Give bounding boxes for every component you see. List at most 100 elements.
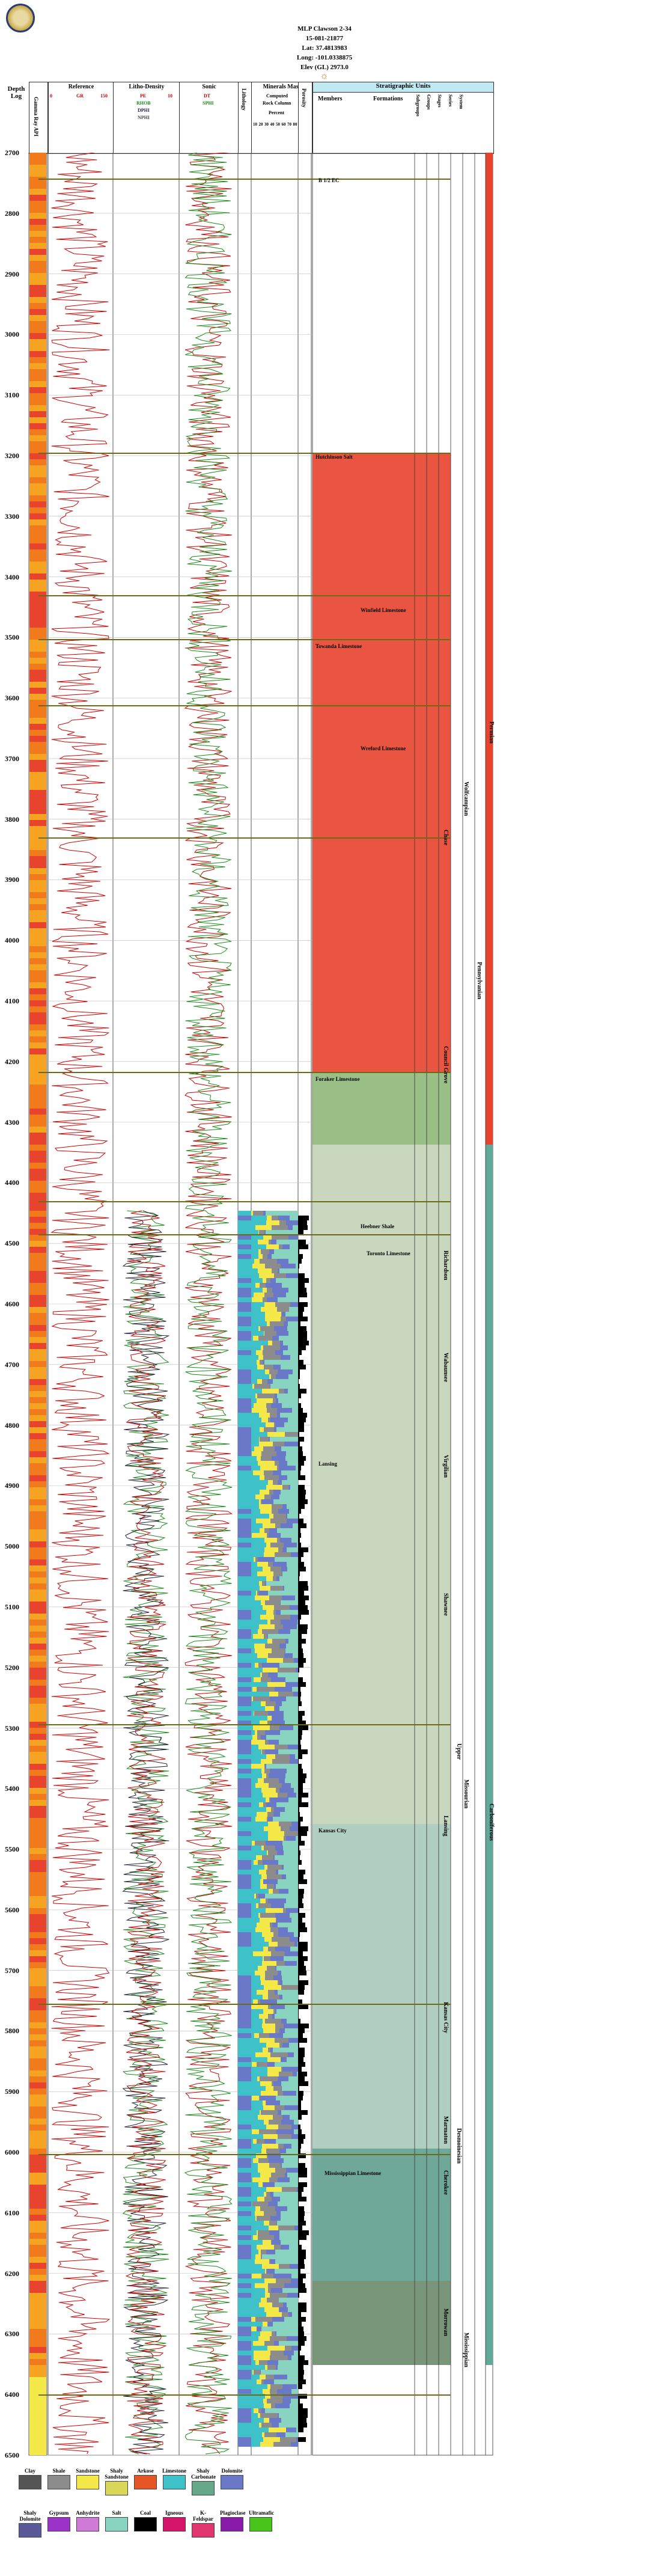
porosity-bar — [298, 1754, 302, 1759]
lithology-band — [238, 1894, 251, 1898]
lithology-band — [238, 1797, 251, 1802]
porosity-bar — [298, 1451, 303, 1456]
mineral-band — [251, 1898, 260, 1903]
gamma-color-bar — [29, 2131, 46, 2137]
sphi-label: SPHI — [203, 100, 214, 106]
lithology-band — [238, 1956, 251, 1961]
porosity-bar — [298, 1225, 308, 1230]
gamma-color-bar — [29, 1668, 46, 1674]
lithology-band — [238, 1749, 251, 1754]
mineral-band — [251, 1254, 258, 1259]
mineral-band — [251, 2365, 265, 2370]
dt-curve — [184, 153, 233, 2455]
gamma-color-bar — [29, 1415, 46, 1421]
porosity-bar — [298, 1562, 304, 1567]
porosity-bar — [298, 1668, 299, 1672]
mineral-band — [251, 1903, 256, 1908]
mineral-band — [266, 2043, 279, 2048]
porosity-bar — [298, 1889, 304, 1894]
mineral-band — [261, 1846, 264, 1850]
mineral-band — [251, 2182, 258, 2187]
mineral-band — [263, 1278, 266, 1283]
mineral-band — [269, 2033, 283, 2038]
porosity-bar — [298, 1495, 305, 1499]
mineral-band — [251, 1894, 254, 1898]
mineral-band — [268, 1711, 284, 1716]
porosity-bar — [298, 1725, 308, 1730]
mineral-band — [256, 1855, 262, 1860]
mineral-band — [251, 1552, 264, 1557]
gamma-color-bar — [29, 2004, 46, 2010]
mineral-band — [251, 2048, 263, 2052]
log-tracks — [28, 153, 493, 2456]
mineral-sub-3: Percent — [269, 110, 285, 115]
lithology-band — [238, 1302, 251, 1307]
mineral-band — [251, 1672, 260, 1677]
mineral-band — [251, 2240, 263, 2245]
mineral-band — [279, 1220, 286, 1225]
lithology-band — [238, 1692, 251, 1696]
porosity-bar — [298, 2187, 303, 2192]
gamma-color-bar — [29, 1674, 46, 1680]
member-label: Mississippian Limestone — [324, 2170, 382, 2176]
mineral-band — [251, 2288, 265, 2293]
gamma-color-bar — [29, 2010, 46, 2016]
mineral-band — [277, 1259, 288, 1264]
gamma-color-bar — [29, 1890, 46, 1896]
mineral-band — [262, 1672, 268, 1677]
gamma-color-bar — [29, 1980, 46, 1986]
mineral-band — [287, 1504, 298, 1509]
gamma-color-bar — [29, 219, 46, 225]
mineral-band — [275, 2206, 287, 2211]
porosity-bar — [298, 2038, 307, 2043]
porosity-bar — [298, 1759, 299, 1764]
mineral-band — [264, 1427, 274, 1432]
lithology-band — [238, 1773, 251, 1778]
mineral-band — [254, 1446, 263, 1451]
lithology-band — [238, 1879, 251, 1884]
mineral-band — [259, 2129, 276, 2134]
mineral-band — [262, 2024, 275, 2028]
porosity-bar — [298, 2163, 305, 2168]
gamma-color-bar — [29, 2215, 46, 2221]
gamma-color-bar — [29, 177, 46, 183]
mineral-band — [252, 2274, 261, 2278]
mineral-band — [284, 1543, 297, 1547]
lithology-band — [238, 1519, 251, 1523]
legend-swatch — [76, 2517, 99, 2532]
mineral-band — [261, 1345, 263, 1350]
lithology-band — [238, 1759, 251, 1764]
mineral-band — [264, 2120, 269, 2125]
mineral-band — [251, 1384, 252, 1389]
porosity-bar — [298, 2240, 299, 2245]
lithology-band — [238, 1951, 251, 1956]
mineral-band — [258, 1629, 262, 1634]
mineral-band — [259, 1273, 274, 1278]
mineral-band — [297, 1620, 298, 1624]
mineral-band — [264, 1365, 273, 1369]
gamma-color-bar — [29, 1012, 46, 1018]
porosity-bar — [298, 2423, 307, 2428]
mineral-band — [251, 1721, 260, 1725]
mineral-band — [282, 1547, 287, 1552]
mineral-band — [275, 1557, 298, 1562]
mineral-band — [293, 1523, 298, 1528]
gamma-color-bar — [29, 736, 46, 742]
mineral-band — [282, 1283, 298, 1288]
porosity-bar — [298, 1586, 308, 1591]
mineral-band — [273, 1480, 278, 1485]
porosity-bar — [298, 2115, 302, 2120]
mineral-band — [269, 1773, 285, 1778]
lithology-band — [238, 2192, 251, 2197]
mineral-band — [264, 1826, 281, 1831]
mineral-band — [266, 1422, 274, 1427]
porosity-bar — [298, 1884, 299, 1889]
mineral-band — [280, 1341, 283, 1345]
gamma-color-bar — [29, 489, 46, 495]
mineral-band — [267, 1408, 277, 1413]
mineral-band — [251, 2235, 253, 2240]
lithology-band — [238, 2153, 251, 2158]
gamma-color-bar — [29, 1788, 46, 1794]
gamma-color-bar — [29, 688, 46, 694]
gamma-color-bar — [29, 2365, 46, 2371]
